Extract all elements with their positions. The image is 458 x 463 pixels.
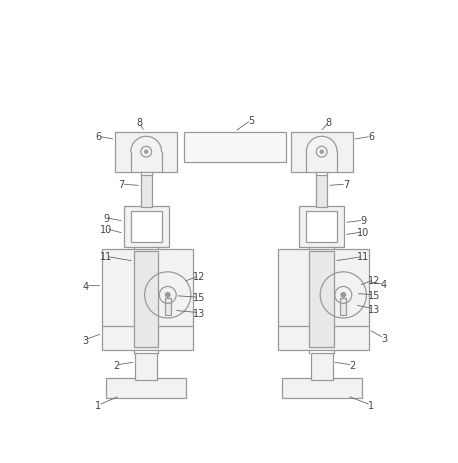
Text: 11: 11 <box>357 252 370 262</box>
Text: 13: 13 <box>368 304 380 314</box>
Bar <box>306 212 337 242</box>
Text: 8: 8 <box>326 118 332 128</box>
Bar <box>300 206 344 248</box>
Text: 15: 15 <box>193 293 206 303</box>
Circle shape <box>320 151 323 154</box>
Text: 8: 8 <box>136 118 142 128</box>
Bar <box>340 298 346 315</box>
Text: 10: 10 <box>357 227 370 237</box>
Bar <box>311 354 333 380</box>
Bar <box>124 206 169 248</box>
Bar <box>115 132 177 172</box>
Text: 12: 12 <box>368 275 380 285</box>
Bar <box>141 175 152 208</box>
Bar <box>316 175 327 208</box>
Text: 4: 4 <box>82 281 88 291</box>
Text: 15: 15 <box>368 290 380 300</box>
Circle shape <box>165 293 170 298</box>
Text: 4: 4 <box>381 280 387 289</box>
Text: 2: 2 <box>349 360 356 370</box>
Text: 9: 9 <box>103 213 109 224</box>
Text: 1: 1 <box>368 400 374 410</box>
Bar <box>282 378 362 398</box>
Bar <box>310 251 334 348</box>
Text: 7: 7 <box>119 180 125 190</box>
Bar <box>165 298 171 315</box>
Bar <box>134 251 158 348</box>
Text: 12: 12 <box>193 271 206 281</box>
Bar <box>278 249 369 350</box>
Text: 10: 10 <box>100 224 112 234</box>
Text: 11: 11 <box>100 252 112 262</box>
Text: 1: 1 <box>95 400 102 410</box>
Text: 7: 7 <box>343 180 349 190</box>
Text: 2: 2 <box>113 360 119 370</box>
Bar <box>184 132 285 163</box>
Text: 6: 6 <box>95 132 102 142</box>
Text: 3: 3 <box>381 333 387 343</box>
Bar <box>102 249 193 350</box>
Text: 5: 5 <box>248 116 254 126</box>
Bar <box>291 132 353 172</box>
Text: 13: 13 <box>193 308 206 318</box>
Text: 3: 3 <box>82 335 88 345</box>
Circle shape <box>341 293 346 298</box>
Bar <box>136 354 157 380</box>
Text: 6: 6 <box>368 132 374 142</box>
Bar <box>131 212 162 242</box>
Circle shape <box>145 151 148 154</box>
Bar <box>106 378 186 398</box>
Text: 9: 9 <box>360 216 366 226</box>
